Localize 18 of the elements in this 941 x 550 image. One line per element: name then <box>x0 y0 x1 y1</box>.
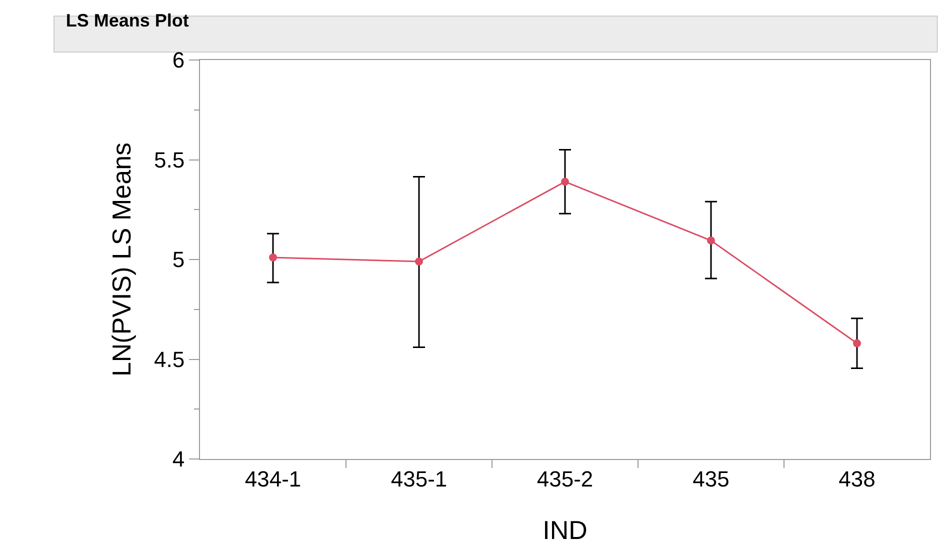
point <box>853 339 861 348</box>
y-tick-label: 6 <box>172 48 185 73</box>
point <box>707 236 715 245</box>
x-axis-title: IND <box>542 515 588 546</box>
x-tick-label: 435-2 <box>536 466 594 492</box>
point <box>561 178 569 186</box>
x-tick-label: 438 <box>838 466 876 492</box>
x-tick-label: 434-1 <box>244 466 302 492</box>
y-tick-label: 5 <box>172 247 185 272</box>
y-axis-title: LN(PVIS) LS Means <box>106 142 136 377</box>
point <box>415 258 423 266</box>
x-tick-label: 435 <box>692 466 730 492</box>
chart-title: LS Means Plot <box>66 10 189 30</box>
y-tick-label: 5.5 <box>154 147 185 172</box>
y-tick-label: 4.5 <box>154 346 185 372</box>
point <box>269 254 277 262</box>
y-tick-label: 4 <box>172 446 185 472</box>
x-tick-label: 435-1 <box>390 466 448 492</box>
